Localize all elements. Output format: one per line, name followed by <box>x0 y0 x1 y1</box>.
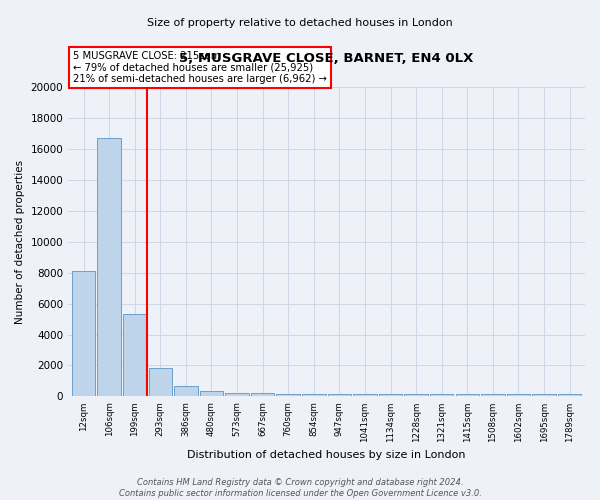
Bar <box>72 271 95 396</box>
Bar <box>481 394 505 396</box>
Bar <box>251 394 274 396</box>
Bar <box>532 394 556 396</box>
Title: 5, MUSGRAVE CLOSE, BARNET, EN4 0LX: 5, MUSGRAVE CLOSE, BARNET, EN4 0LX <box>179 52 474 65</box>
Bar <box>379 394 403 396</box>
Bar <box>455 394 479 396</box>
Bar <box>404 394 428 396</box>
Text: 5 MUSGRAVE CLOSE: 215sqm
← 79% of detached houses are smaller (25,925)
21% of se: 5 MUSGRAVE CLOSE: 215sqm ← 79% of detach… <box>73 51 327 84</box>
Bar <box>149 368 172 396</box>
Bar <box>277 394 300 396</box>
Bar <box>507 394 530 396</box>
Bar <box>353 394 377 396</box>
Text: Contains HM Land Registry data © Crown copyright and database right 2024.
Contai: Contains HM Land Registry data © Crown c… <box>119 478 481 498</box>
Text: Size of property relative to detached houses in London: Size of property relative to detached ho… <box>147 18 453 28</box>
Bar <box>97 138 121 396</box>
Bar <box>430 394 454 396</box>
Y-axis label: Number of detached properties: Number of detached properties <box>15 160 25 324</box>
Bar <box>225 392 249 396</box>
Bar <box>123 314 146 396</box>
Bar <box>558 394 581 396</box>
Bar <box>302 394 326 396</box>
Bar <box>328 394 351 396</box>
Bar <box>174 386 197 396</box>
Bar <box>200 391 223 396</box>
X-axis label: Distribution of detached houses by size in London: Distribution of detached houses by size … <box>187 450 466 460</box>
